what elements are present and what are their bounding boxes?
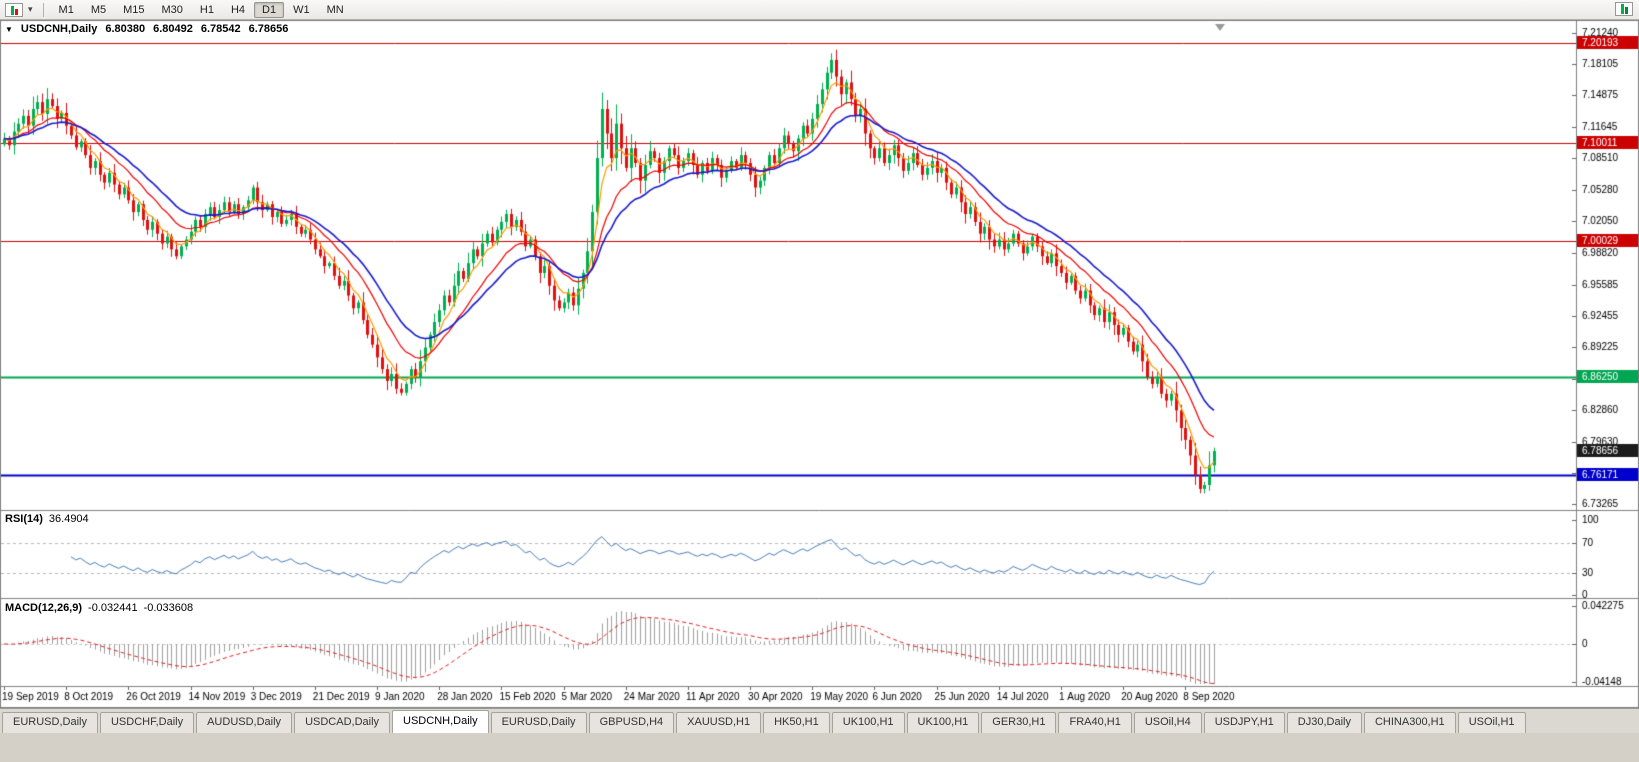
timeframe-button[interactable]: D1	[254, 1, 285, 18]
chart-tab-label: GBPUSD,H4	[599, 716, 664, 728]
chart-tab[interactable]: GBPUSD,H4	[588, 712, 675, 733]
chart-tab[interactable]: CHINA300,H1	[1363, 712, 1456, 733]
chart-tab[interactable]: UK100,H1	[906, 712, 980, 733]
chart-tab[interactable]: FRA40,H1	[1058, 712, 1132, 733]
chart-tab[interactable]: DJ30,Daily	[1286, 712, 1362, 733]
chart-tab-label: FRA40,H1	[1069, 716, 1121, 728]
chart-tab[interactable]: UK100,H1	[831, 712, 905, 733]
candle-glyph-down	[14, 8, 18, 15]
chart-tab-label: USDCNH,Daily	[403, 715, 478, 727]
chart-tab-label: EURUSD,Daily	[13, 716, 87, 728]
chart-tab[interactable]: AUDUSD,Daily	[196, 712, 293, 733]
status-strip	[0, 733, 1639, 761]
chart-window: ▼ USDCNH,Daily 6.80380 6.80492 6.78542 6…	[0, 20, 1639, 708]
timeframe-button[interactable]: W1	[285, 2, 318, 18]
chart-tab[interactable]: USDCNH,Daily	[392, 710, 489, 733]
chart-tab[interactable]: EURUSD,Daily	[2, 712, 98, 733]
timeframe-buttons: M1 M5 M15 M30 H1 H4 D1 W1 MN	[51, 1, 352, 18]
chart-tab[interactable]: HK50,H1	[763, 712, 830, 733]
chart-tab-label: EURUSD,Daily	[501, 716, 576, 728]
chart-tab[interactable]: XAUUSD,H1	[676, 712, 762, 733]
toolbar-separator	[42, 2, 44, 17]
chart-type-dropdown-icon[interactable]: ▾	[28, 4, 33, 14]
chart-tab-label: CHINA300,H1	[1374, 716, 1445, 728]
chart-tab[interactable]: EURUSD,Daily	[490, 712, 587, 733]
chart-tab[interactable]: USDCHF,Daily	[99, 712, 195, 733]
chart-tab-label: DJ30,Daily	[1297, 716, 1351, 728]
chart-tab-label: HK50,H1	[774, 716, 819, 728]
corner-bar-icon	[1620, 4, 1624, 14]
time-axis[interactable]	[0, 686, 1576, 708]
price-chart-canvas[interactable]	[0, 20, 1639, 708]
timeframe-button[interactable]: M1	[51, 2, 82, 18]
timeframe-button[interactable]: M30	[154, 2, 191, 18]
chart-tab-label: UK100,H1	[917, 716, 969, 728]
chart-tab[interactable]: USDCAD,Daily	[294, 712, 391, 733]
chart-tab-label: UK100,H1	[842, 716, 894, 728]
chart-tab[interactable]: GER30,H1	[981, 712, 1057, 733]
price-axis[interactable]	[1576, 20, 1639, 686]
chart-tab-label: AUDUSD,Daily	[207, 716, 282, 728]
timeframe-button[interactable]: M15	[115, 2, 152, 18]
timeframe-button[interactable]: H4	[223, 2, 253, 18]
chart-tabs-bar: EURUSD,Daily USDCHF,Daily AUDUSD,Daily U…	[0, 708, 1639, 733]
chart-tab-label: USDCAD,Daily	[305, 716, 380, 728]
chart-tab-label: XAUUSD,H1	[687, 716, 751, 728]
chart-tab-label: USDCHF,Daily	[110, 716, 184, 728]
chart-tab[interactable]: USDJPY,H1	[1203, 712, 1285, 733]
candle-glyph-up	[10, 5, 14, 15]
collapse-icon[interactable]: ▼	[5, 24, 13, 34]
chart-tab[interactable]: USOil,H4	[1133, 712, 1202, 733]
chart-tab-label: GER30,H1	[992, 716, 1046, 728]
toolbar-corner-icon[interactable]	[1615, 2, 1633, 16]
chart-tab-label: USOil,H1	[1468, 716, 1515, 728]
chart-tab-label: USDJPY,H1	[1214, 716, 1274, 728]
top-toolbar: ▾ M1 M5 M15 M30 H1 H4 D1 W1 MN	[0, 0, 1639, 20]
timeframe-button[interactable]: H1	[192, 2, 222, 18]
timeframe-button[interactable]: M5	[83, 2, 114, 18]
chart-tab[interactable]: USOil,H1	[1457, 712, 1526, 733]
timeframe-button[interactable]: MN	[319, 2, 352, 18]
chart-tab-label: USOil,H4	[1144, 716, 1191, 728]
chart-type-icon[interactable]	[5, 2, 23, 17]
corner-bar-icon-2	[1624, 7, 1628, 14]
